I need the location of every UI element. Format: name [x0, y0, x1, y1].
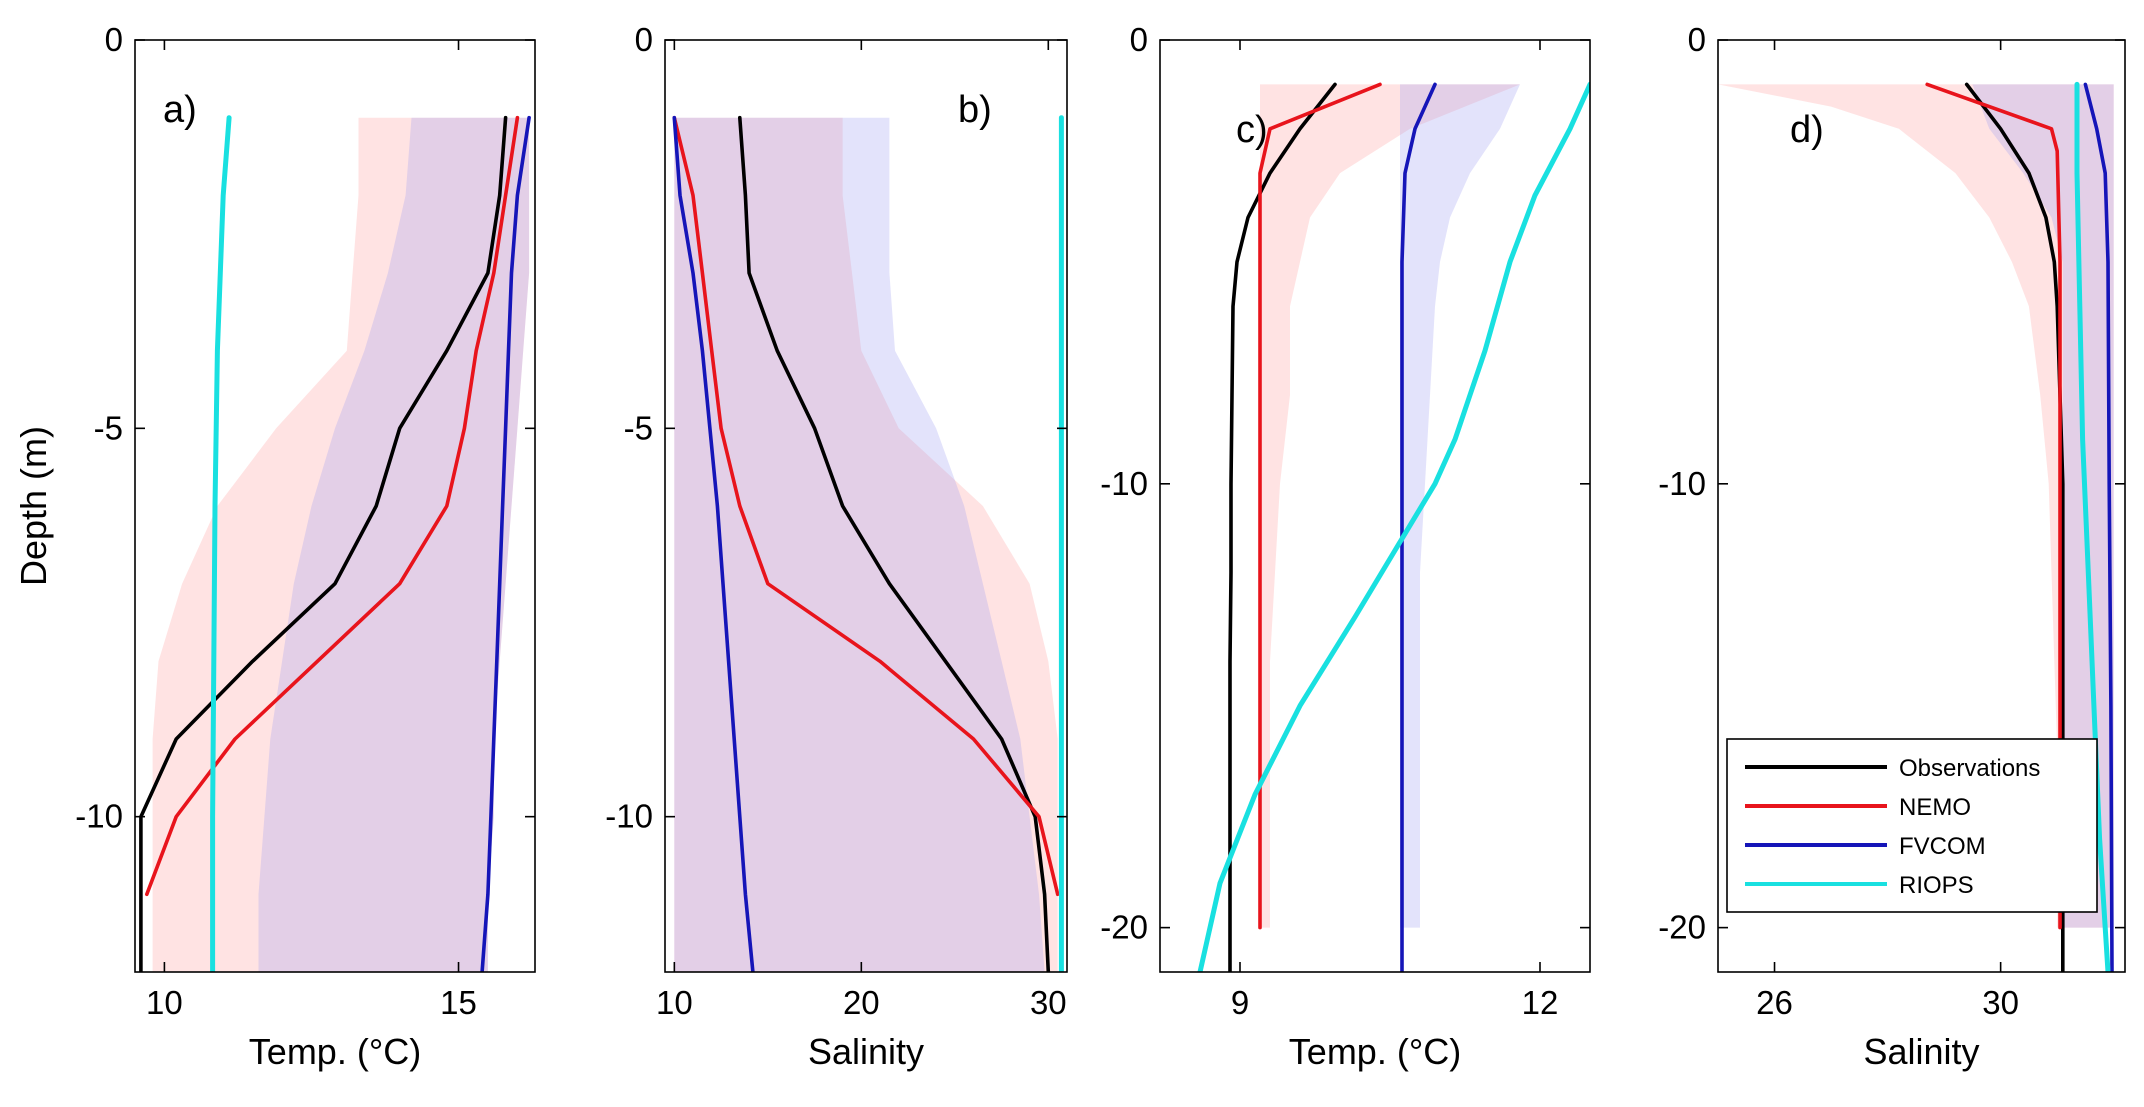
y-tick-label: -10 [1100, 465, 1148, 502]
plot-area [139, 115, 531, 972]
x-axis-label: Temp. (°C) [249, 1031, 421, 1072]
y-tick-label: -10 [75, 798, 123, 835]
series-line-riops [1197, 81, 1590, 972]
axes-frame [134, 39, 536, 973]
series-line-observations [737, 115, 1051, 972]
x-tick-label: 12 [1522, 984, 1559, 1021]
band-fvcom [258, 117, 530, 972]
x-axis-label: Temp. (°C) [1289, 1031, 1461, 1072]
series-line-observations [1228, 82, 1337, 972]
series-line-fvcom [1400, 82, 1437, 972]
y-tick-label: -20 [1100, 909, 1148, 946]
panel-label: d) [1790, 109, 1824, 151]
legend-label-fvcom: FVCOM [1899, 833, 1986, 860]
panel-label: a) [163, 89, 197, 131]
y-tick-label: 0 [1688, 21, 1706, 58]
axes-frame [1159, 39, 1591, 973]
legend-label-observations: Observations [1899, 755, 2040, 782]
band-nemo [152, 117, 530, 972]
series-line-nemo [1258, 82, 1382, 930]
series-line-fvcom [2083, 82, 2114, 972]
y-tick-label: -10 [1658, 465, 1706, 502]
series-line-nemo [1925, 82, 2062, 930]
plot-area [672, 115, 1064, 972]
panel-label: b) [958, 89, 992, 131]
plot-area [1197, 81, 1590, 972]
legend-label-riops: RIOPS [1899, 872, 1974, 899]
band-fvcom [674, 117, 1045, 972]
axes-frame [1717, 39, 2126, 973]
series-line-riops [2074, 81, 2111, 972]
y-tick-label: -10 [605, 798, 653, 835]
panel-a: 0 -5 -10 10 15 Temp. (°C) Depth (m) a) [13, 21, 536, 1072]
series-line-fvcom [480, 115, 531, 972]
panel-b: 0 -5 -10 10 20 30 Salinity b) [605, 21, 1068, 1072]
series-line-nemo [672, 115, 1060, 897]
y-tick-label: 0 [635, 21, 653, 58]
series-line-fvcom [672, 115, 755, 972]
y-tick-label: 0 [1130, 21, 1148, 58]
x-tick-label: 10 [656, 984, 693, 1021]
x-tick-label: 9 [1231, 984, 1249, 1021]
legend-label-nemo: NEMO [1899, 794, 1971, 821]
axes-frame [664, 39, 1068, 973]
series-line-observations [1964, 82, 2065, 972]
x-tick-label: 26 [1756, 984, 1793, 1021]
x-tick-label: 30 [1982, 984, 2019, 1021]
legend: Observations NEMO FVCOM RIOPS [1726, 738, 2098, 913]
series-line-riops [210, 115, 232, 972]
x-tick-label: 15 [440, 984, 477, 1021]
x-tick-label: 10 [146, 984, 183, 1021]
y-tick-label: -20 [1658, 909, 1706, 946]
panel-label: c) [1236, 109, 1268, 151]
band-nemo [1260, 84, 1520, 928]
y-tick-label: -5 [94, 409, 123, 446]
series-line-observations [139, 115, 508, 972]
x-tick-label: 20 [843, 984, 880, 1021]
y-axis-label: Depth (m) [13, 426, 54, 586]
panel-c: 0 -10 -20 9 12 Temp. (°C) c) [1100, 21, 1591, 1072]
x-axis-label: Salinity [1863, 1031, 1979, 1072]
y-tick-label: 0 [105, 21, 123, 58]
x-axis-label: Salinity [808, 1031, 924, 1072]
y-tick-label: -5 [624, 409, 653, 446]
x-tick-label: 30 [1030, 984, 1067, 1021]
band-fvcom [1400, 84, 1520, 928]
